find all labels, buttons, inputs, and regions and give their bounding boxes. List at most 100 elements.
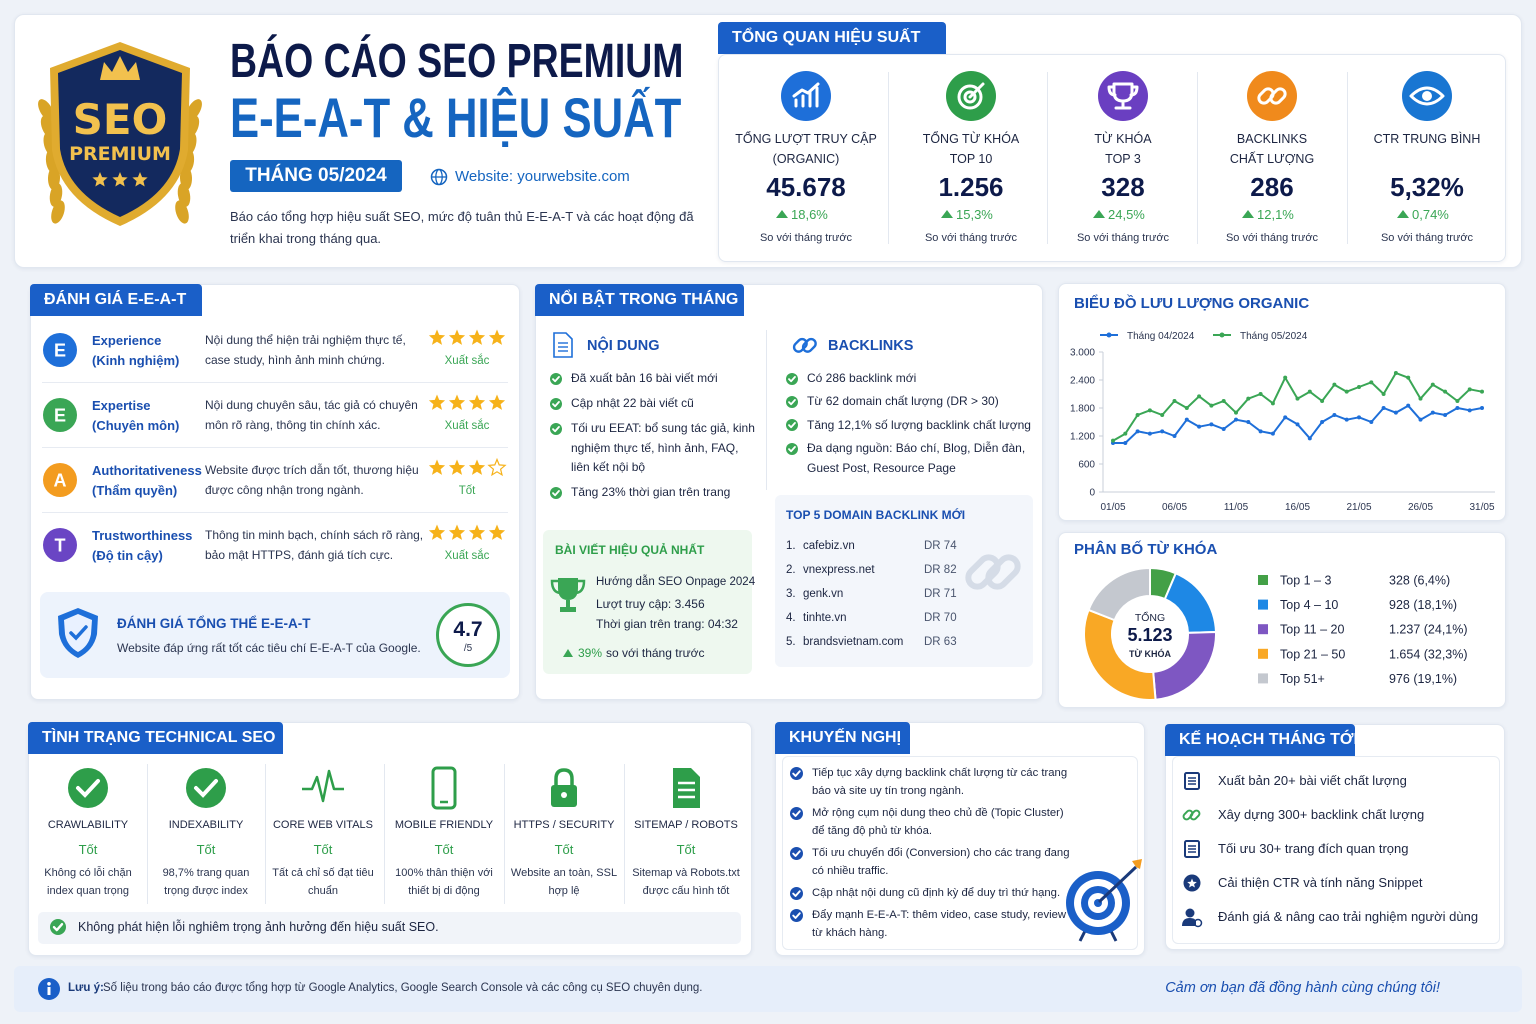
check-mark [792, 849, 801, 857]
domain-rank: 5. [786, 636, 796, 648]
badge-seo: SEO [73, 95, 168, 144]
overall-description: Website đáp ứng rất tốt các tiêu chí E-E… [117, 641, 421, 655]
row-divider [42, 512, 508, 513]
domain-name: vnexpress.net [803, 564, 875, 576]
badge-star [112, 172, 128, 187]
list-item-text: Đa dạng nguồn: Báo chí, Blog, Diễn đàn, … [807, 440, 1026, 475]
icon-glyph [76, 779, 100, 798]
footer-note-label: Lưu ý: [68, 982, 104, 994]
letter-bg [43, 398, 77, 432]
score-ring [436, 603, 500, 667]
letter-bg [43, 463, 77, 497]
domain-rank: 2. [786, 564, 796, 576]
domain-name: brandsvietnam.com [803, 636, 904, 648]
check-icon [790, 766, 803, 780]
tech-status: Tốt [78, 842, 98, 857]
report-title: BÁO CÁO SEO PREMIUM [230, 35, 684, 88]
tech-name: INDEXABILITY [168, 819, 244, 831]
tech-status: Tốt [434, 842, 454, 857]
star [448, 394, 466, 410]
kpi-label: CTR TRUNG BÌNH [1373, 132, 1481, 146]
glyph [1184, 772, 1200, 790]
section-tab: NỔI BẬT TRONG THÁNG [535, 284, 744, 316]
up-arrow [776, 210, 788, 218]
list-item-text: Cập nhật 22 bài viết cũ [571, 396, 694, 411]
letter-bg [43, 333, 77, 367]
section-tab: KẾ HOẠCH THÁNG TỚI [1165, 724, 1358, 756]
col-divider [384, 764, 385, 904]
plan-icon [1182, 908, 1203, 928]
tech-description: Sitemap và Robots.txt được cấu hình tốt [632, 867, 740, 897]
check-mark [788, 445, 796, 452]
list-item-text: Đẩy mạnh E-E-A-T: thêm video, case study… [812, 909, 1067, 939]
trophy [558, 578, 578, 612]
star-rating [428, 394, 506, 410]
link [801, 337, 817, 353]
star [448, 329, 466, 345]
kpi-change: 24,5% [1108, 207, 1145, 222]
kpi-value: 5,32% [1390, 172, 1464, 202]
up-arrow [941, 210, 953, 218]
tech-name: MOBILE FRIENDLY [394, 819, 494, 831]
glyph [1422, 91, 1432, 101]
eeat-name: Experience [92, 333, 162, 348]
glyph [957, 84, 983, 110]
star [428, 459, 446, 475]
kpi-divider [1347, 72, 1348, 244]
kpi-icon [781, 71, 831, 121]
list-item: Đã xuất bản 16 bài viết mới [550, 369, 755, 389]
glyph [792, 82, 820, 98]
section-tab: TÌNH TRẠNG TECHNICAL SEO [28, 722, 283, 754]
star [468, 459, 486, 475]
kpi-change: 15,3% [956, 207, 993, 222]
kpi-icon [1402, 71, 1452, 121]
glyph [1189, 809, 1201, 821]
domain-rank: 4. [786, 612, 796, 624]
plan-item: Xuất bản 20+ bài viết chất lượng [1218, 773, 1407, 788]
laurel-leaf [175, 200, 189, 224]
crown [100, 56, 140, 80]
best-post-name: Hướng dẫn SEO Onpage 2024 [596, 576, 756, 588]
check-icon [550, 487, 562, 500]
eeat-rating: Xuất sắc [444, 420, 490, 432]
eeat-name-vi: (Kinh nghiệm) [92, 353, 180, 368]
icon-glyph [302, 769, 344, 803]
up-arrow [1093, 210, 1105, 218]
kpi-label: CHẤT LƯỢNG [1229, 152, 1315, 166]
star-rating [428, 524, 506, 540]
domain-dr: DR 71 [924, 588, 957, 600]
tech-name: SITEMAP / ROBOTS [634, 819, 738, 831]
eeat-letter-badge: A [43, 463, 77, 497]
website: Website: yourwebsite.com [455, 168, 630, 185]
check-icon [550, 422, 562, 435]
badge-star [92, 172, 108, 187]
up-arrow [1397, 210, 1409, 218]
up-arrow [1093, 210, 1105, 218]
report-subtitle: E-E-A-T & HIỆU SUẤT [230, 86, 682, 149]
check-icon [550, 372, 562, 385]
report-month: THÁNG 05/2024 [230, 160, 402, 192]
col-divider [504, 764, 505, 904]
check-mark [792, 911, 801, 919]
check-mark [69, 625, 88, 641]
list-item-text: Tăng 12,1% số lượng backlink chất lượng [807, 417, 1031, 432]
kpi-value: 328 [1101, 172, 1145, 202]
footer-thanks: Cảm ơn bạn đã đồng hành cùng chúng tôi! [1165, 980, 1440, 996]
tech-name: CORE WEB VITALS [272, 819, 374, 831]
list-item-text: Tối ưu chuyển đổi (Conversion) cho các t… [812, 847, 1070, 877]
content-title: NỘI DUNG [587, 338, 660, 354]
kpi-label: TỔNG TỪ KHÓA [922, 132, 1020, 146]
list-item: Tăng 23% thời gian trên trang [550, 483, 755, 503]
star [468, 394, 486, 410]
laurel-leaf [38, 99, 54, 121]
tech-name: CRAWLABILITY [47, 819, 129, 831]
laurel-leaf [186, 99, 202, 121]
check-mark [788, 399, 796, 406]
domain-dr: DR 70 [924, 612, 957, 624]
overall-scale: /5 [463, 643, 473, 654]
check-list: Đã xuất bản 16 bài viết mới Cập nhật 22 b… [550, 369, 755, 509]
up-arrow [1397, 210, 1409, 218]
check-icon [790, 886, 803, 900]
domain-dr: DR 63 [924, 636, 957, 648]
star-rating [428, 457, 507, 477]
